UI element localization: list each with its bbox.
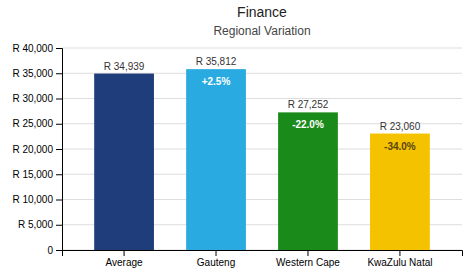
y-tick-mark <box>56 73 62 74</box>
data-label: R 34,939 <box>104 61 145 72</box>
y-tick-label: R 25,000 <box>12 118 53 129</box>
y-tick-label: R 40,000 <box>12 43 53 54</box>
y-tick-label: R 5,000 <box>18 219 53 230</box>
y-tick-label: R 15,000 <box>12 169 53 180</box>
annotation: -34.0% <box>384 141 416 152</box>
annotations: +2.5% -22.0% -34.0% <box>202 76 416 151</box>
y-tick-mark <box>56 124 62 125</box>
annotation: +2.5% <box>202 76 231 87</box>
x-tick: Gauteng <box>197 250 235 268</box>
y-tick: R 20,000 <box>12 144 62 155</box>
x-tick-label: Western Cape <box>276 257 340 268</box>
y-tick-mark <box>56 48 62 49</box>
y-tick: R 15,000 <box>12 169 62 180</box>
y-tick: R 10,000 <box>12 194 62 205</box>
y-tick-mark <box>56 174 62 175</box>
x-tick-mark <box>399 250 400 256</box>
x-axis-line <box>63 251 463 257</box>
y-tick-mark <box>56 149 62 150</box>
x-tick: Average <box>106 250 144 268</box>
x-tick-label: Gauteng <box>197 257 235 268</box>
grid-line <box>62 48 462 49</box>
y-tick-label: 0 <box>47 245 53 256</box>
bar <box>370 134 430 250</box>
y-tick-mark <box>56 250 62 251</box>
y-axis-line <box>56 49 63 251</box>
x-axis: Average Gauteng Western Cape KwaZulu Natal <box>63 250 463 268</box>
x-tick: KwaZulu Natal <box>367 250 432 268</box>
subtitle: Regional Variation <box>213 24 310 38</box>
data-labels: R 34,939 R 35,812 R 27,252 R 23,060 <box>104 56 421 131</box>
y-tick-label: R 20,000 <box>12 144 53 155</box>
y-tick: R 40,000 <box>12 43 62 54</box>
grid <box>62 48 462 250</box>
y-tick: R 30,000 <box>12 93 62 104</box>
y-tick: R 25,000 <box>12 118 62 129</box>
bar <box>278 112 338 250</box>
annotation: -22.0% <box>292 119 324 130</box>
chart: Finance Regional Variation 0 R 5,000 R 10,00… <box>0 0 474 274</box>
data-label: R 23,060 <box>380 121 421 132</box>
y-tick: 0 <box>47 245 62 256</box>
x-tick-label: Average <box>106 257 144 268</box>
data-label: R 35,812 <box>196 56 237 67</box>
x-tick-mark <box>216 250 217 256</box>
y-tick-mark <box>56 99 62 100</box>
bar <box>186 69 246 250</box>
y-tick-mark <box>56 225 62 226</box>
x-tick-mark <box>124 250 125 256</box>
bar <box>94 74 154 250</box>
x-tick-label: KwaZulu Natal <box>367 257 432 268</box>
y-tick-label: R 35,000 <box>12 68 53 79</box>
y-axis: 0 R 5,000 R 10,000 R 15,000 R 20,000 R 25,000… <box>12 43 62 256</box>
y-tick-label: R 30,000 <box>12 93 53 104</box>
bars <box>94 69 430 250</box>
x-tick-mark <box>307 250 308 256</box>
y-tick-mark <box>56 200 62 201</box>
plot: 0 R 5,000 R 10,000 R 15,000 R 20,000 R 25,000… <box>12 43 462 268</box>
title: Finance <box>237 4 287 20</box>
y-tick: R 35,000 <box>12 68 62 79</box>
y-tick-label: R 10,000 <box>12 194 53 205</box>
data-label: R 27,252 <box>288 99 329 110</box>
y-tick: R 5,000 <box>18 219 62 230</box>
x-tick: Western Cape <box>276 250 340 268</box>
